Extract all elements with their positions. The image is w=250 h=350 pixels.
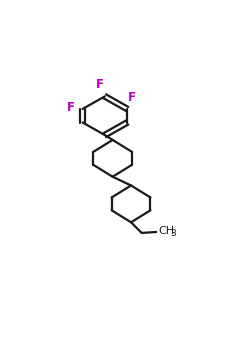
Text: F: F [128,91,136,104]
Text: F: F [96,78,104,91]
Text: 3: 3 [171,229,176,238]
Text: CH: CH [158,226,175,236]
Text: F: F [67,102,75,114]
